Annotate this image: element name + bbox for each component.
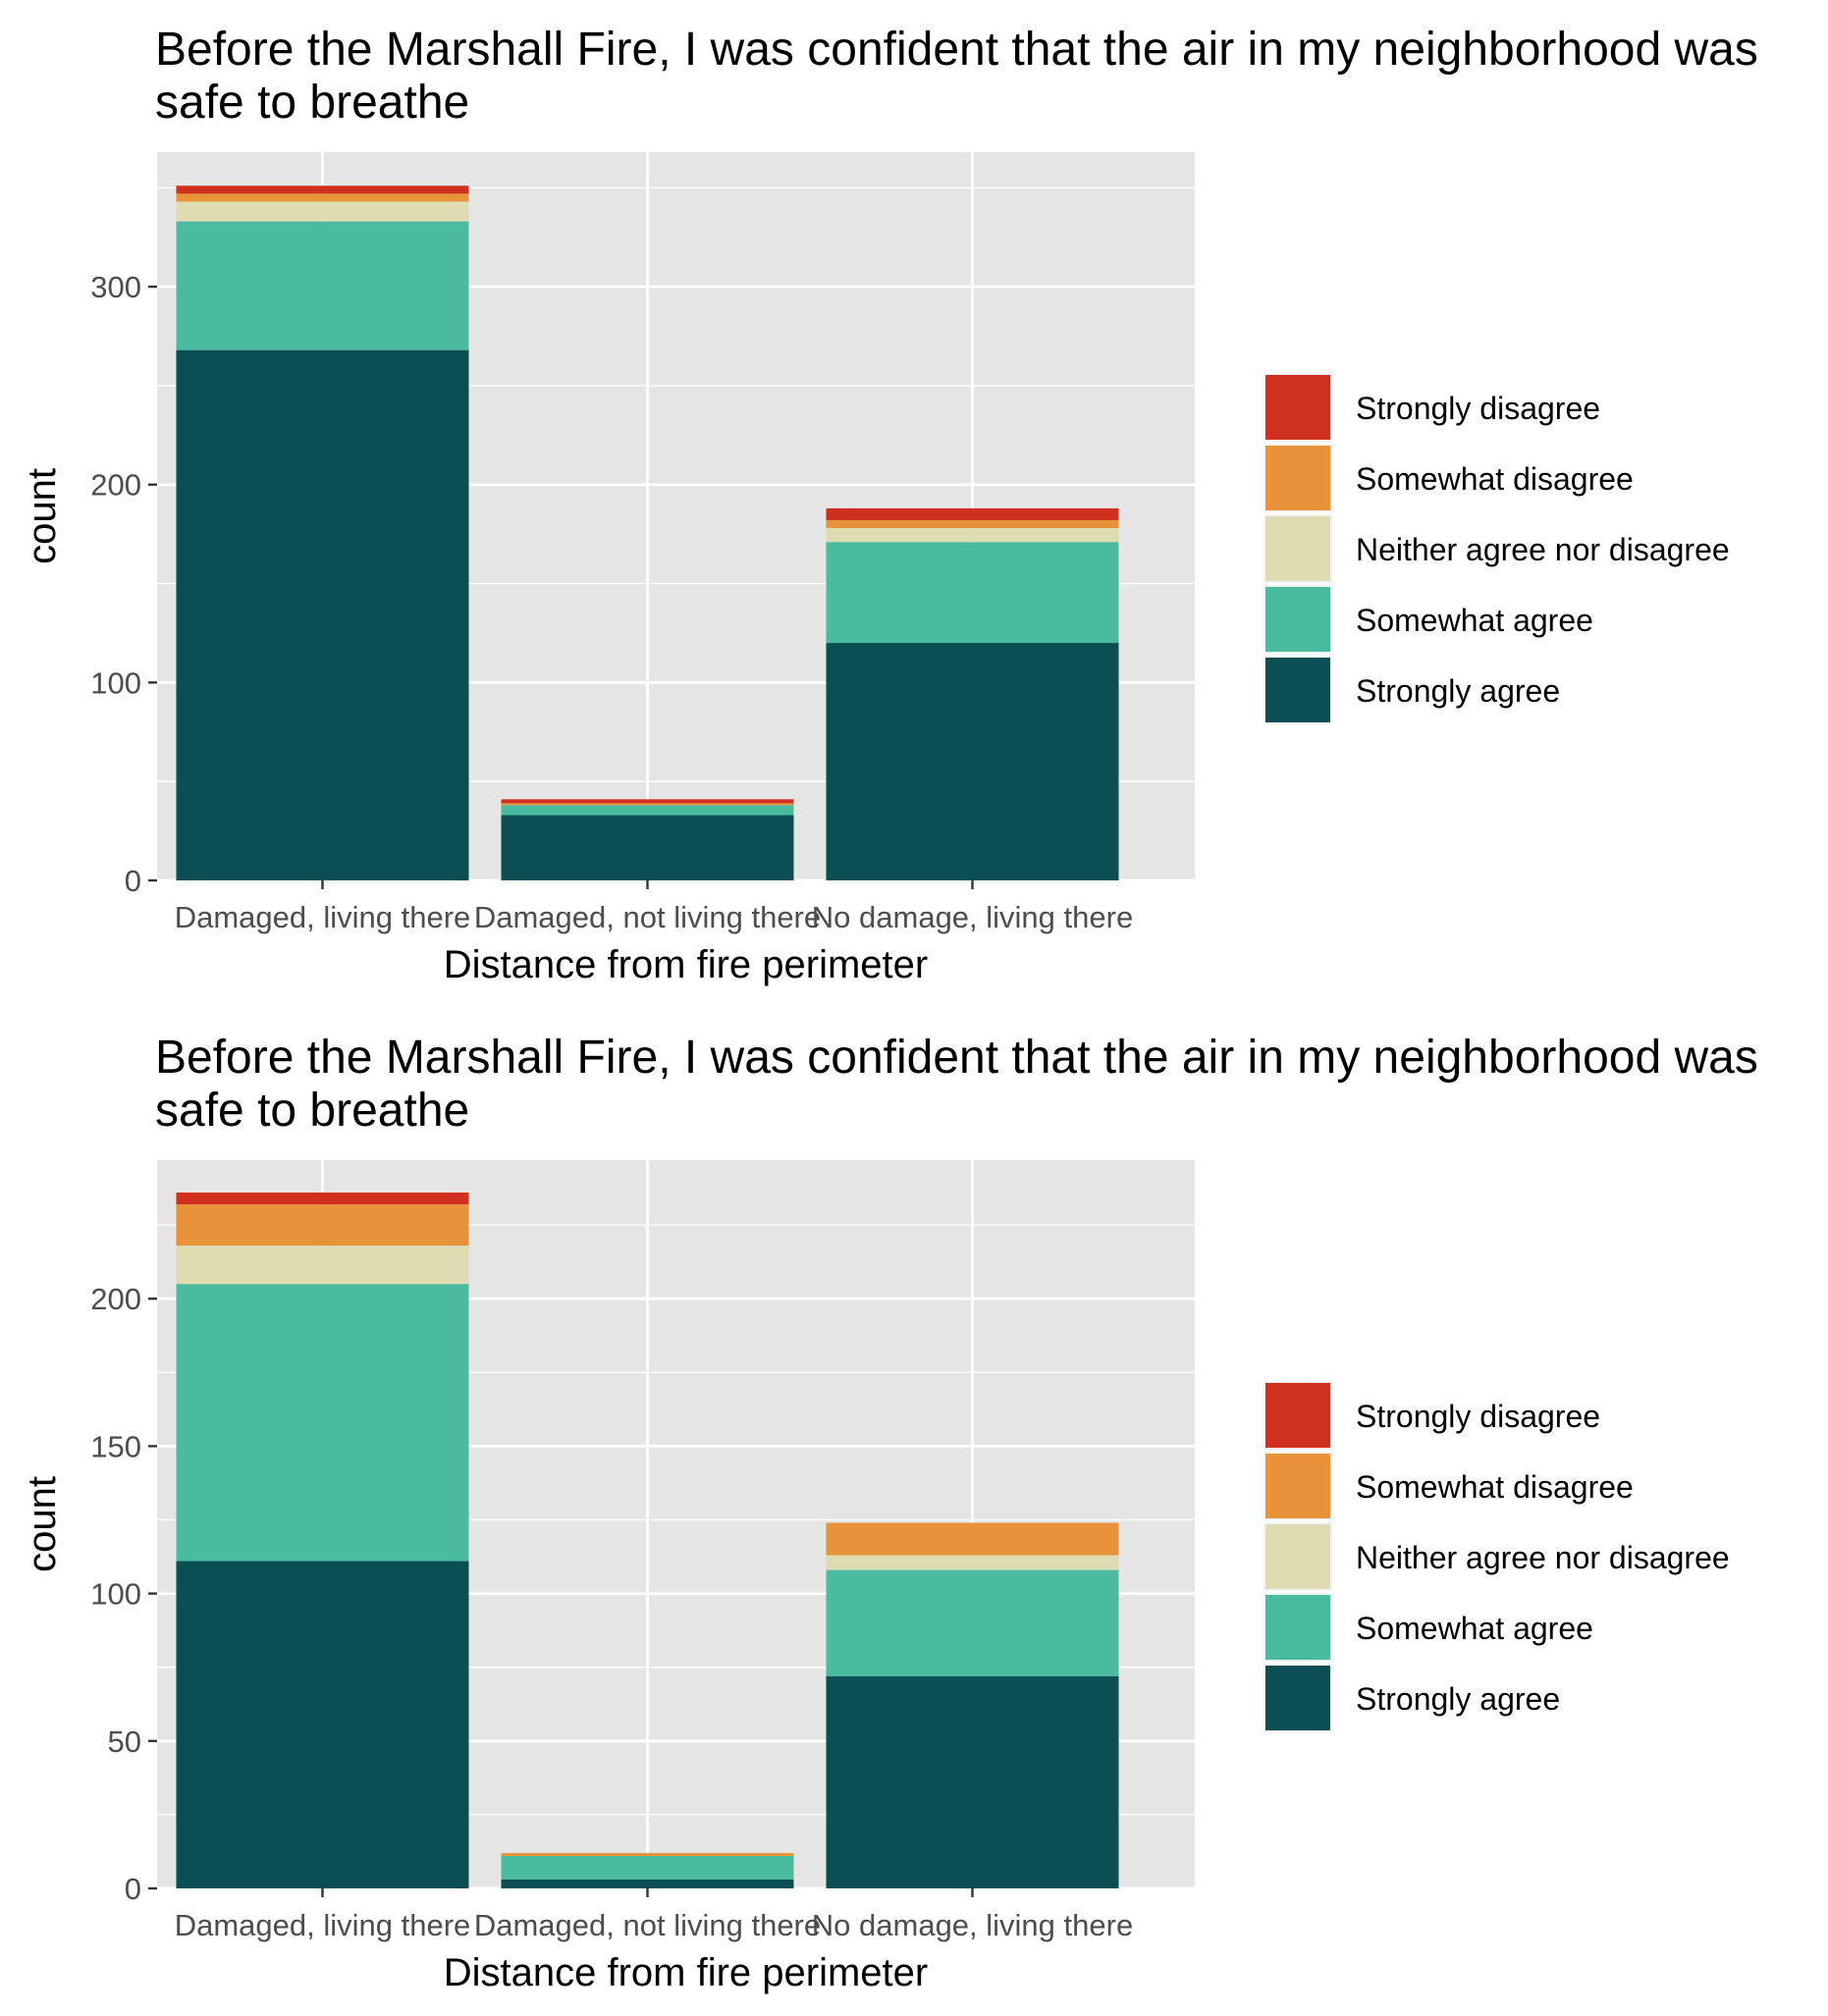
x-tick-label: No damage, living there [812, 1908, 1133, 1942]
legend-swatch [1265, 587, 1330, 652]
legend-swatch [1265, 446, 1330, 510]
x-tick-label: Damaged, not living there [474, 1908, 821, 1942]
x-tick-label: Damaged, not living there [474, 900, 821, 934]
bar-segment-somewhat-agree [176, 221, 469, 350]
y-tick-label: 100 [90, 665, 141, 700]
y-tick-label: 300 [90, 270, 141, 304]
legend-label: Somewhat disagree [1356, 461, 1634, 497]
chart-title-line: Before the Marshall Fire, I was confiden… [155, 24, 1758, 76]
bar-segment-somewhat-agree [501, 1855, 794, 1880]
y-tick-label: 200 [90, 468, 141, 503]
chart-title-line: safe to breathe [155, 77, 469, 129]
bar-segment-strongly-agree [826, 643, 1119, 880]
legend-label: Strongly agree [1356, 673, 1560, 709]
x-tick-label: No damage, living there [812, 900, 1133, 934]
bar-segment-neither-agree-nor-disagree [176, 1246, 469, 1285]
bar-segment-neither-agree-nor-disagree [826, 528, 1119, 543]
y-tick-label: 0 [125, 864, 141, 898]
legend-swatch [1265, 375, 1330, 440]
y-tick-label: 100 [90, 1577, 141, 1612]
legend-label: Strongly agree [1356, 1681, 1560, 1717]
bar-segment-somewhat-agree [826, 542, 1119, 644]
bar-segment-somewhat-disagree [176, 193, 469, 202]
legend-swatch [1265, 1383, 1330, 1448]
chart-title-line: safe to breathe [155, 1085, 469, 1137]
bar-segment-strongly-agree [501, 815, 794, 880]
y-tick-label: 200 [90, 1282, 141, 1316]
chart-top: Before the Marshall Fire, I was confiden… [21, 24, 1758, 986]
bar-segment-somewhat-disagree [826, 1522, 1119, 1556]
legend-swatch [1265, 1454, 1330, 1518]
bar-segment-strongly-disagree [176, 186, 469, 194]
bar-segment-somewhat-disagree [501, 803, 794, 806]
bar-segment-strongly-disagree [501, 799, 794, 804]
legend-swatch [1265, 516, 1330, 581]
legend-label: Somewhat disagree [1356, 1469, 1634, 1505]
legend-label: Strongly disagree [1356, 391, 1600, 426]
chart-bottom: Before the Marshall Fire, I was confiden… [21, 1032, 1758, 1994]
y-axis-title: count [21, 468, 64, 564]
legend-swatch [1265, 1666, 1330, 1730]
legend-label: Strongly disagree [1356, 1399, 1600, 1434]
legend-label: Somewhat agree [1356, 603, 1593, 638]
bar-segment-somewhat-agree [826, 1569, 1119, 1676]
x-axis-title: Distance from fire perimeter [444, 943, 928, 986]
legend-label: Neither agree nor disagree [1356, 1540, 1730, 1575]
chart-title-line: Before the Marshall Fire, I was confiden… [155, 1032, 1758, 1084]
bar-segment-somewhat-disagree [826, 520, 1119, 529]
legend-swatch [1265, 1595, 1330, 1660]
x-tick-label: Damaged, living there [175, 1908, 471, 1942]
legend: Strongly disagree Somewhat disagree Neithe… [1263, 373, 1730, 724]
y-axis-title: count [21, 1476, 64, 1572]
y-tick-label: 150 [90, 1429, 141, 1463]
bar-segment-somewhat-agree [176, 1284, 469, 1562]
legend-swatch [1265, 658, 1330, 722]
bar-segment-neither-agree-nor-disagree [176, 201, 469, 222]
bar-segment-strongly-agree [826, 1675, 1119, 1888]
bar-segment-neither-agree-nor-disagree [826, 1555, 1119, 1570]
bar-segment-strongly-agree [176, 349, 469, 880]
x-tick-label: Damaged, living there [175, 900, 471, 934]
bar-segment-strongly-disagree [826, 507, 1119, 521]
legend-label: Somewhat agree [1356, 1611, 1593, 1646]
bar-segment-strongly-agree [176, 1561, 469, 1888]
bar-segment-somewhat-agree [501, 805, 794, 816]
legend-label: Neither agree nor disagree [1356, 532, 1730, 567]
bar-segment-strongly-agree [501, 1879, 794, 1888]
bar-segment-strongly-disagree [176, 1193, 469, 1205]
y-tick-label: 0 [125, 1872, 141, 1906]
legend-swatch [1265, 1524, 1330, 1589]
bar-segment-somewhat-disagree [176, 1204, 469, 1247]
bar-segment-somewhat-disagree [501, 1852, 794, 1856]
x-axis-title: Distance from fire perimeter [444, 1951, 928, 1994]
y-tick-label: 50 [108, 1724, 141, 1759]
legend: Strongly disagree Somewhat disagree Neithe… [1263, 1381, 1730, 1732]
